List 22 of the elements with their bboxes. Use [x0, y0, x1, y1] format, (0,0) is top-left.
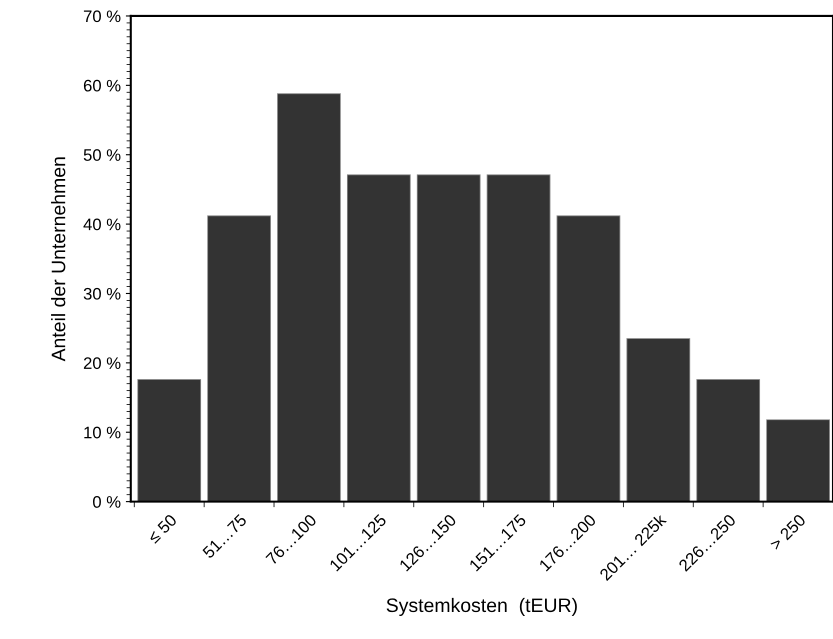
bar: [416, 174, 481, 502]
bar: [696, 379, 760, 502]
bar: [486, 174, 550, 502]
bar: [277, 93, 341, 502]
y-tick-label: 10 %: [84, 426, 120, 438]
y-tick-label: 70 %: [84, 10, 120, 22]
bar: [556, 215, 620, 502]
bar: [766, 419, 830, 502]
y-tick-label: 30 %: [84, 288, 120, 300]
bar: [137, 379, 202, 502]
y-tick-label: 50 %: [84, 149, 120, 161]
y-tick-label: 60 %: [84, 80, 120, 92]
y-tick-label: 20 %: [84, 357, 120, 370]
bar: [626, 338, 690, 502]
x-tick-label: > 250: [769, 513, 806, 551]
bar: [207, 215, 271, 502]
bar: [346, 174, 411, 502]
y-axis-title: Anteil der Unternehmen: [51, 157, 66, 362]
y-tick-label: 0 %: [92, 496, 120, 508]
x-axis-title: Systemkosten (tEUR): [386, 598, 577, 616]
y-tick-label: 40 %: [83, 218, 120, 230]
x-tick-label: ≤ 50: [147, 514, 178, 544]
